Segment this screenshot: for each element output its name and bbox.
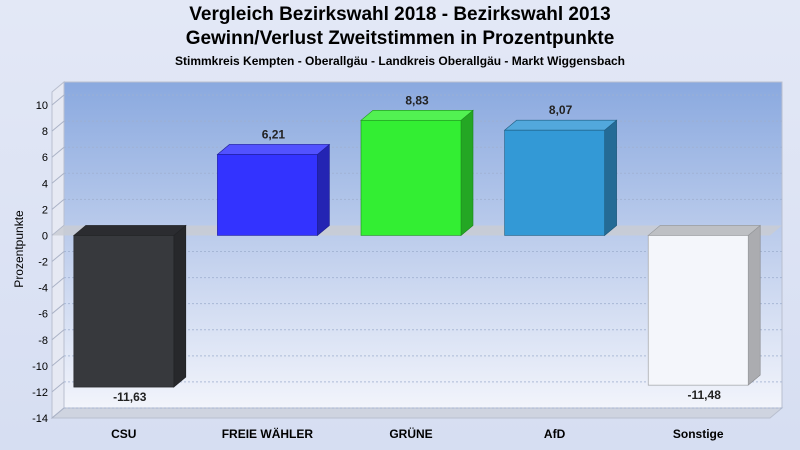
bar-value-label: 6,21 (262, 127, 286, 141)
bar-top (216, 144, 331, 155)
y-tick-label: 0 (42, 230, 48, 242)
x-tick-label: FREIE WÄHLER (222, 426, 314, 441)
gridline-side (51, 407, 65, 419)
gridline-side (51, 381, 65, 393)
bar-top (503, 119, 618, 131)
bar-front (360, 119, 462, 236)
gridline-side (51, 146, 65, 158)
gridline-side (51, 355, 65, 367)
bar-top (647, 225, 762, 236)
gridline-side (51, 251, 65, 262)
y-tick-label: 8 (42, 126, 48, 138)
gridline-side (51, 94, 65, 106)
y-tick-label: -8 (38, 335, 48, 347)
gridline-side (51, 198, 65, 210)
gridline-side (51, 172, 65, 184)
y-tick-label: -14 (32, 413, 48, 425)
plot-floor (50, 407, 784, 419)
bar-value-label: -11,63 (113, 390, 147, 404)
gridline-side (51, 120, 65, 132)
chart-subtitle: Gewinn/Verlust Zweitstimmen in Prozentpu… (185, 28, 615, 49)
gridline-side (51, 303, 65, 315)
x-tick-label: GRÜNE (389, 426, 432, 441)
bar-side (604, 119, 617, 237)
x-tick-label: AfD (544, 427, 566, 441)
bar-front (504, 129, 605, 236)
y-tick-label: 10 (36, 100, 48, 112)
bar-4 (647, 224, 762, 386)
gridline-side (51, 329, 65, 341)
y-tick-label: -2 (38, 257, 48, 269)
chart-location-subtitle: Stimmkreis Kempten - Oberallgäu - Landkr… (175, 54, 625, 68)
bar-side (460, 109, 474, 237)
bar-side (747, 224, 761, 386)
bar-1 (216, 143, 331, 237)
y-tick-label: -10 (32, 361, 48, 373)
bar-side (317, 143, 330, 237)
y-tick-label: 2 (42, 204, 48, 216)
bar-front (647, 235, 749, 386)
bar-value-label: 8,83 (405, 93, 429, 107)
y-tick-label: -12 (32, 387, 48, 399)
bar-front (73, 235, 175, 388)
bar-0 (72, 224, 187, 388)
plot-side-wall (51, 80, 65, 420)
y-tick-label: -6 (38, 309, 48, 321)
bar-2 (360, 109, 474, 237)
y-axis-label: Prozentpunkte (12, 210, 26, 288)
bar-front (217, 154, 318, 236)
bar-side (173, 224, 187, 388)
bar-top (360, 109, 474, 121)
gridline-side (51, 277, 65, 288)
chart-title: Vergleich Bezirkswahl 2018 - Bezirkswahl… (189, 4, 611, 25)
bar-top (72, 225, 187, 236)
x-tick-label: Sonstige (673, 427, 724, 441)
y-tick-label: 6 (42, 152, 48, 164)
bar-value-label: -11,48 (688, 388, 722, 402)
y-tick-label: 4 (42, 178, 48, 190)
bar-value-label: 8,07 (549, 103, 573, 117)
x-tick-label: CSU (111, 427, 136, 441)
bar-3 (503, 119, 618, 237)
y-tick-label: -4 (38, 283, 48, 295)
